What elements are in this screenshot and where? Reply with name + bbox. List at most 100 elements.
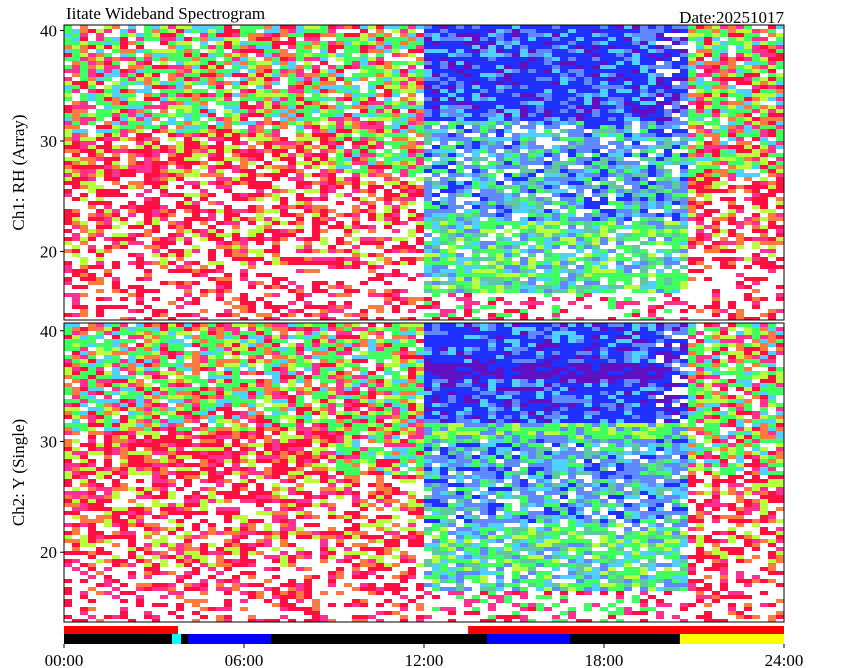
- spectrogram-cell: [272, 25, 280, 29]
- spectrogram-cell: [584, 113, 592, 117]
- spectrogram-cell: [88, 185, 96, 189]
- spectrogram-cell: [144, 149, 152, 153]
- spectrogram-cell: [648, 97, 656, 101]
- spectrogram-cell: [328, 69, 336, 73]
- spectrogram-cell: [568, 25, 576, 29]
- spectrogram-cell: [472, 77, 480, 81]
- spectrogram-cell: [336, 169, 344, 173]
- spectrogram-cell: [640, 209, 648, 213]
- spectrogram-cell: [168, 161, 176, 165]
- spectrogram-cell: [272, 197, 280, 201]
- spectrogram-cell: [736, 209, 744, 213]
- spectrogram-cell: [104, 221, 112, 225]
- spectrogram-cell: [352, 181, 360, 185]
- spectrogram-cell: [704, 77, 712, 81]
- spectrogram-cell: [504, 129, 512, 133]
- spectrogram-cell: [192, 109, 200, 113]
- spectrogram-cell: [712, 125, 720, 129]
- spectrogram-cell: [544, 49, 552, 53]
- spectrogram-cell: [256, 73, 264, 77]
- spectrogram-cell: [96, 245, 104, 249]
- spectrogram-cell: [704, 53, 712, 57]
- spectrogram-cell: [600, 101, 608, 105]
- spectrogram-cell: [208, 125, 216, 129]
- spectrogram-cell: [80, 117, 88, 121]
- spectrogram-cell: [440, 49, 448, 53]
- spectrogram-cell: [440, 193, 448, 197]
- spectrogram-cell: [584, 241, 592, 245]
- spectrogram-cell: [728, 221, 736, 225]
- spectrogram-cell: [152, 197, 160, 201]
- spectrogram-cell: [368, 173, 376, 177]
- spectrogram-cell: [736, 217, 744, 221]
- spectrogram-cell: [408, 153, 416, 157]
- spectrogram-cell: [256, 145, 264, 149]
- spectrogram-cell: [712, 109, 720, 113]
- spectrogram-cell: [704, 181, 712, 185]
- spectrogram-cell: [120, 173, 128, 177]
- spectrogram-cell: [392, 41, 400, 45]
- spectrogram-cell: [224, 157, 232, 161]
- spectrogram-cell: [152, 117, 160, 121]
- spectrogram-cell: [344, 221, 352, 225]
- spectrogram-cell: [384, 41, 392, 45]
- spectrogram-cell: [416, 97, 424, 101]
- spectrogram-cell: [520, 73, 528, 77]
- spectrogram-cell: [760, 209, 768, 213]
- spectrogram-cell: [248, 33, 256, 37]
- spectrogram-cell: [80, 193, 88, 197]
- spectrogram-cell: [712, 241, 720, 245]
- spectrogram-cell: [440, 245, 448, 249]
- spectrogram-cell: [160, 101, 168, 105]
- spectrogram-cell: [232, 29, 240, 33]
- spectrogram-cell: [520, 177, 528, 181]
- spectrogram-cell: [312, 193, 320, 197]
- spectrogram-cell: [752, 29, 760, 33]
- spectrogram-cell: [680, 165, 688, 169]
- spectrogram-cell: [360, 57, 368, 61]
- spectrogram-cell: [136, 61, 144, 65]
- spectrogram-cell: [360, 101, 368, 105]
- spectrogram-cell: [616, 105, 624, 109]
- spectrogram-cell: [136, 225, 144, 229]
- spectrogram-cell: [272, 33, 280, 37]
- spectrogram-cell: [264, 229, 272, 233]
- spectrogram-cell: [248, 57, 256, 61]
- spectrogram-cell: [640, 233, 648, 237]
- spectrogram-cell: [608, 97, 616, 101]
- spectrogram-cell: [400, 233, 408, 237]
- spectrogram-cell: [264, 161, 272, 165]
- spectrogram-cell: [112, 105, 120, 109]
- spectrogram-cell: [384, 245, 392, 249]
- spectrogram-cell: [616, 61, 624, 65]
- spectrogram-cell: [144, 165, 152, 169]
- spectrogram-cell: [104, 225, 112, 229]
- spectrogram-cell: [488, 121, 496, 125]
- spectrogram-cell: [552, 25, 560, 29]
- spectrogram-cell: [744, 121, 752, 125]
- spectrogram-cell: [88, 89, 96, 93]
- spectrogram-cell: [72, 41, 80, 45]
- spectrogram-cell: [744, 181, 752, 185]
- spectrogram-cell: [168, 213, 176, 217]
- spectrogram-cell: [680, 41, 688, 45]
- spectrogram-cell: [680, 117, 688, 121]
- spectrogram-cell: [256, 129, 264, 133]
- spectrogram-cell: [264, 81, 272, 85]
- spectrogram-cell: [496, 165, 504, 169]
- spectrogram-cell: [384, 73, 392, 77]
- spectrogram-cell: [624, 125, 632, 129]
- spectrogram-cell: [720, 93, 728, 97]
- spectrogram-cell: [72, 61, 80, 65]
- spectrogram-cell: [208, 161, 216, 165]
- spectrogram-cell: [632, 241, 640, 245]
- spectrogram-cell: [440, 25, 448, 29]
- spectrogram-cell: [312, 73, 320, 77]
- spectrogram-cell: [632, 229, 640, 233]
- spectrogram-cell: [744, 149, 752, 153]
- spectrogram-cell: [600, 61, 608, 65]
- spectrogram-cell: [624, 161, 632, 165]
- spectrogram-cell: [360, 109, 368, 113]
- spectrogram-cell: [608, 165, 616, 169]
- spectrogram-cell: [376, 149, 384, 153]
